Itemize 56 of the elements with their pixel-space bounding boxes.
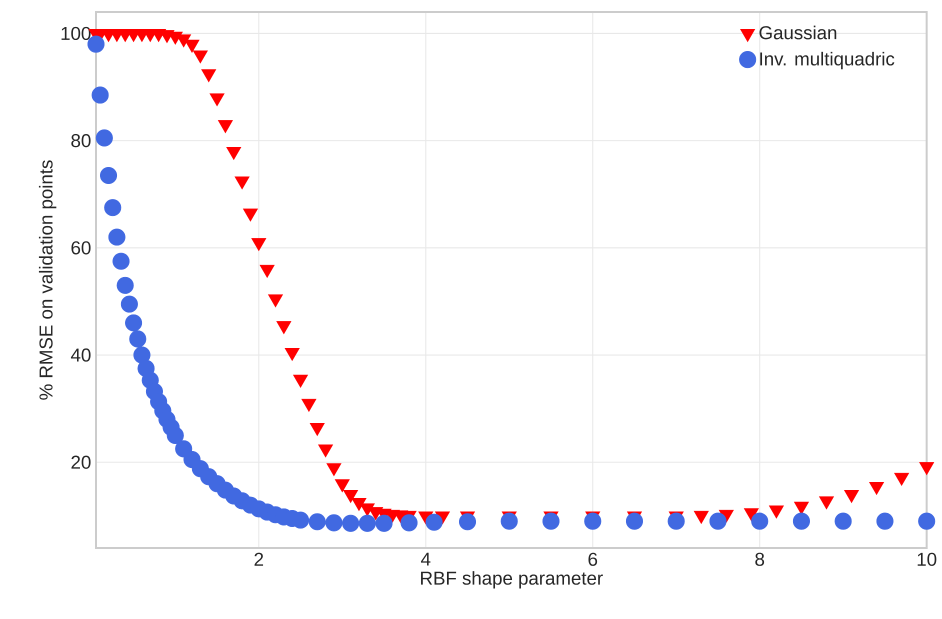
y-tick-label: 40 bbox=[70, 348, 91, 362]
point bbox=[751, 512, 768, 530]
point bbox=[276, 321, 292, 334]
point bbox=[542, 512, 560, 530]
x-tick-label: 4 bbox=[420, 552, 430, 566]
point bbox=[192, 50, 208, 64]
point bbox=[201, 69, 216, 82]
point bbox=[876, 512, 894, 530]
point bbox=[184, 40, 200, 53]
point bbox=[400, 514, 418, 532]
point bbox=[342, 514, 360, 532]
point bbox=[218, 120, 233, 134]
point bbox=[626, 512, 644, 530]
point bbox=[426, 514, 443, 531]
y-tick-label: 80 bbox=[71, 134, 91, 148]
y-tick-label: 20 bbox=[71, 456, 91, 469]
x-tick-label: 6 bbox=[588, 552, 598, 566]
point bbox=[325, 514, 342, 532]
point bbox=[308, 513, 326, 530]
point bbox=[668, 512, 685, 530]
point bbox=[112, 252, 130, 270]
legend-label: Inv. multiquadric bbox=[760, 52, 894, 70]
point bbox=[210, 93, 224, 106]
point bbox=[458, 513, 476, 530]
point bbox=[358, 514, 376, 532]
point bbox=[500, 512, 518, 530]
point bbox=[125, 314, 142, 332]
point bbox=[116, 276, 134, 294]
point bbox=[268, 294, 283, 308]
y-tick-label: 100 bbox=[62, 26, 91, 40]
point bbox=[260, 264, 275, 278]
point bbox=[284, 348, 300, 361]
point bbox=[104, 199, 122, 216]
x-tick-label: 2 bbox=[254, 552, 264, 566]
point bbox=[243, 208, 258, 222]
point bbox=[709, 512, 726, 530]
y-axis-title: % RMSE on validation points bbox=[38, 160, 56, 400]
legend-label: Gaussian bbox=[760, 26, 836, 40]
point bbox=[100, 166, 118, 184]
x-tick-label: 8 bbox=[755, 552, 764, 566]
x-tick-label: 10 bbox=[918, 552, 936, 566]
point bbox=[129, 330, 146, 348]
x-axis-title: RBF shape parameter bbox=[421, 571, 603, 588]
point bbox=[108, 228, 126, 246]
point bbox=[375, 514, 393, 532]
point bbox=[584, 512, 602, 530]
point bbox=[133, 346, 150, 364]
point bbox=[166, 426, 184, 444]
point bbox=[251, 238, 266, 252]
point bbox=[120, 296, 138, 313]
point bbox=[834, 512, 852, 530]
y-tick-label: 60 bbox=[71, 241, 91, 254]
point bbox=[226, 146, 242, 160]
point bbox=[175, 440, 192, 458]
point bbox=[792, 512, 810, 530]
point bbox=[234, 176, 250, 190]
